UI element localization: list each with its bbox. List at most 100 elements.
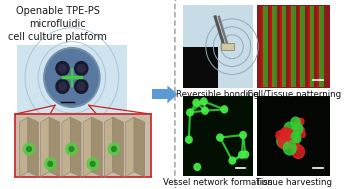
Circle shape — [66, 143, 77, 155]
Bar — [270, 6, 274, 87]
Circle shape — [46, 50, 98, 105]
Circle shape — [295, 136, 301, 143]
Bar — [15, 114, 151, 177]
Circle shape — [298, 118, 304, 125]
Text: Cell/Tissue patterning: Cell/Tissue patterning — [247, 90, 341, 99]
Bar — [257, 96, 330, 176]
Circle shape — [276, 131, 285, 140]
Text: Openable TPE-PS
microfluidic
cell culture platform: Openable TPE-PS microfluidic cell cultur… — [8, 6, 107, 42]
Circle shape — [202, 107, 208, 114]
Bar — [272, 6, 277, 87]
Bar — [17, 45, 127, 116]
Bar — [263, 6, 268, 87]
Circle shape — [288, 129, 295, 137]
Bar — [291, 6, 296, 87]
Circle shape — [194, 163, 200, 170]
Polygon shape — [70, 117, 81, 177]
Circle shape — [187, 109, 193, 116]
Circle shape — [59, 65, 66, 73]
Circle shape — [292, 123, 303, 134]
Circle shape — [59, 82, 66, 90]
Polygon shape — [134, 117, 145, 177]
Circle shape — [291, 117, 300, 127]
Circle shape — [289, 133, 299, 143]
Bar — [257, 5, 330, 88]
Circle shape — [221, 106, 228, 113]
Bar — [308, 6, 311, 87]
Circle shape — [78, 65, 85, 73]
Circle shape — [288, 130, 300, 142]
Circle shape — [229, 157, 236, 164]
Circle shape — [285, 132, 294, 142]
Bar — [317, 6, 321, 87]
Circle shape — [200, 98, 207, 105]
Circle shape — [108, 143, 119, 155]
Circle shape — [295, 118, 302, 125]
Circle shape — [217, 134, 223, 141]
Circle shape — [56, 79, 69, 93]
Circle shape — [278, 135, 291, 149]
Polygon shape — [19, 117, 28, 177]
Circle shape — [283, 129, 294, 140]
Circle shape — [292, 142, 300, 149]
Circle shape — [23, 143, 34, 155]
Circle shape — [283, 141, 296, 155]
Polygon shape — [92, 117, 102, 177]
Polygon shape — [83, 117, 92, 177]
Circle shape — [112, 146, 116, 151]
Circle shape — [56, 62, 69, 75]
Bar — [183, 5, 253, 88]
Text: Tissue harvesting: Tissue harvesting — [256, 178, 332, 187]
Text: Vessel network formation: Vessel network formation — [163, 178, 273, 187]
Bar — [319, 6, 324, 87]
Circle shape — [69, 146, 74, 151]
Polygon shape — [167, 85, 178, 103]
Circle shape — [44, 48, 100, 107]
Circle shape — [298, 127, 304, 133]
Circle shape — [287, 130, 300, 143]
Circle shape — [291, 127, 301, 138]
Circle shape — [242, 151, 248, 158]
Circle shape — [90, 161, 95, 166]
Polygon shape — [104, 117, 113, 177]
Bar — [183, 96, 253, 176]
Polygon shape — [113, 117, 124, 177]
Circle shape — [284, 122, 296, 135]
Circle shape — [185, 136, 192, 143]
Bar — [282, 6, 286, 87]
Bar — [221, 43, 234, 50]
Circle shape — [48, 161, 53, 166]
Bar — [152, 89, 168, 99]
Circle shape — [87, 158, 98, 170]
Polygon shape — [126, 117, 134, 177]
Circle shape — [280, 128, 291, 139]
Circle shape — [292, 145, 304, 158]
Text: Reversible bonding: Reversible bonding — [176, 90, 260, 99]
Circle shape — [193, 99, 199, 106]
Circle shape — [289, 133, 296, 140]
Circle shape — [75, 62, 88, 75]
Polygon shape — [62, 117, 70, 177]
Circle shape — [45, 158, 56, 170]
Bar — [310, 6, 315, 87]
Circle shape — [288, 131, 298, 141]
Bar — [280, 6, 284, 87]
Circle shape — [290, 134, 295, 140]
Circle shape — [292, 132, 300, 140]
Polygon shape — [41, 117, 49, 177]
Circle shape — [78, 82, 85, 90]
Circle shape — [240, 132, 246, 139]
Polygon shape — [28, 117, 39, 177]
Bar — [300, 6, 305, 87]
Bar — [261, 6, 265, 87]
Circle shape — [27, 146, 31, 151]
Circle shape — [300, 132, 305, 137]
Circle shape — [277, 135, 289, 148]
Bar — [299, 6, 302, 87]
Circle shape — [75, 79, 88, 93]
Polygon shape — [49, 117, 60, 177]
Circle shape — [239, 151, 245, 158]
Circle shape — [294, 123, 301, 130]
Bar — [289, 6, 293, 87]
Circle shape — [282, 136, 294, 149]
